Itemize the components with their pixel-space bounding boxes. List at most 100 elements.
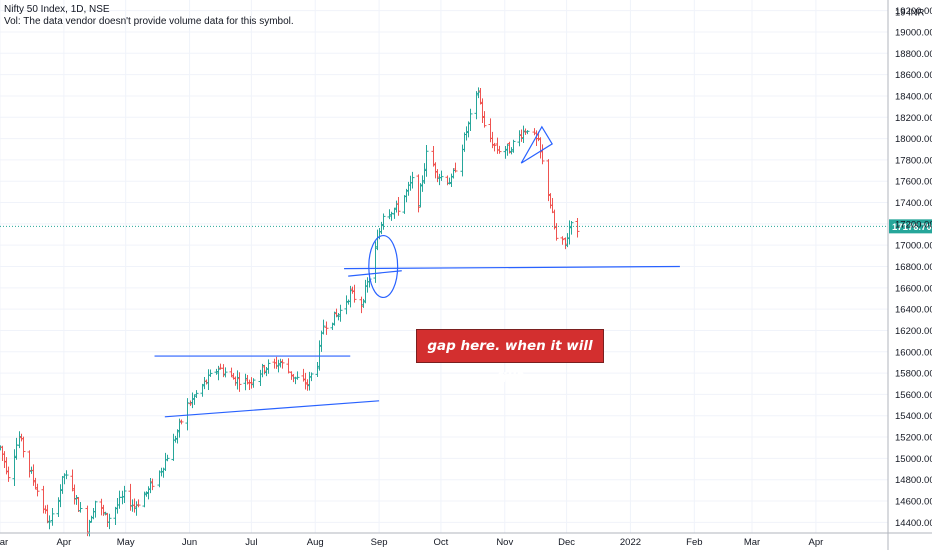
currency-label: INR	[908, 7, 925, 18]
gap-annotation[interactable]: gap here. when it will fill?	[416, 329, 604, 386]
price-tick-label: 14800.00	[895, 475, 932, 486]
price-tick-label: 17800.00	[895, 155, 932, 166]
price-tick-label: 15600.00	[895, 390, 932, 401]
ohlc-bar	[163, 452, 168, 472]
gap-short-line[interactable]	[348, 270, 402, 277]
ohlc-bar	[249, 377, 254, 389]
ohlc-bar	[406, 181, 411, 196]
ohlc-bar	[208, 369, 213, 377]
ohlc-bar	[4, 457, 9, 475]
ohlc-bar	[468, 108, 473, 131]
price-tick-label: 15400.00	[895, 411, 932, 422]
ohlc-bar	[274, 356, 279, 369]
ohlc-bar	[373, 241, 378, 283]
price-tick-label: 15800.00	[895, 369, 932, 380]
ohlc-bar	[416, 174, 421, 213]
ohlc-bar	[569, 220, 574, 235]
price-tick-label: 16000.00	[895, 347, 932, 358]
ohlc-bar	[120, 490, 125, 505]
ohlc-bar	[505, 143, 510, 156]
time-tick-label: Nov	[496, 537, 513, 548]
ohlc-bar	[276, 359, 281, 373]
ohlc-bar	[303, 372, 308, 390]
rising-support-line[interactable]	[164, 400, 380, 418]
ohlc-bar	[72, 484, 77, 505]
ohlc-bar	[12, 449, 17, 486]
time-tick-label: Mar	[744, 537, 760, 548]
ohlc-bar	[27, 450, 32, 478]
ohlc-bar	[315, 361, 320, 377]
price-tick-label: 17000.00	[895, 241, 932, 252]
ohlc-bar	[192, 394, 197, 405]
ohlc-bar	[431, 145, 436, 167]
ohlc-bar	[85, 505, 90, 537]
ohlc-bar	[21, 436, 26, 458]
ohlc-bar	[286, 358, 291, 374]
price-tick-label: 18200.00	[895, 113, 932, 124]
price-tick-label: 17400.00	[895, 198, 932, 209]
ohlc-bar	[171, 433, 176, 461]
ohlc-bar	[56, 497, 61, 518]
ohlc-bar	[148, 477, 153, 494]
gap-level-line[interactable]	[344, 265, 680, 270]
ohlc-bar	[511, 139, 516, 153]
price-tick-label: 19200.00	[895, 6, 932, 17]
ohlc-bar	[229, 367, 234, 378]
price-tick-label: 18600.00	[895, 70, 932, 81]
ohlc-bar	[117, 490, 122, 509]
ohlc-bar	[58, 484, 63, 508]
price-tick-label: 18400.00	[895, 91, 932, 102]
price-tick-label: 19000.00	[895, 27, 932, 38]
ohlc-bar	[344, 295, 349, 315]
time-tick-label: Jul	[245, 537, 257, 548]
ohlc-bar	[435, 169, 440, 183]
ohlc-bar	[309, 372, 314, 382]
ohlc-bar	[175, 429, 180, 444]
ohlc-bar	[78, 502, 83, 513]
symbol-title[interactable]: Nifty 50 Index, 1D, NSE	[4, 4, 110, 15]
ohlc-bar	[439, 170, 444, 181]
ohlc-bar	[554, 223, 559, 241]
ohlc-bar	[194, 390, 199, 399]
ohlc-bar	[476, 87, 481, 99]
time-tick-label: Apr	[56, 537, 71, 548]
price-tick-label: 17200.00	[895, 219, 932, 230]
gap-circle[interactable]	[368, 234, 399, 299]
ohlc-bar	[280, 359, 285, 369]
ohlc-bar	[233, 376, 238, 386]
drawings	[154, 125, 680, 418]
ohlc-bar	[521, 125, 526, 143]
ohlc-bar	[89, 515, 94, 523]
ohlc-bar	[91, 508, 96, 520]
ohlc-bar	[451, 168, 456, 179]
ohlc-bar	[204, 379, 209, 385]
ohlc-bar	[420, 175, 425, 192]
price-tick-label: 16600.00	[895, 283, 932, 294]
ohlc-bar	[546, 159, 551, 202]
ohlc-bar	[266, 359, 271, 374]
price-tick-label: 15200.00	[895, 433, 932, 444]
ohlc-bar	[6, 466, 11, 482]
ohlc-series	[0, 87, 580, 537]
ohlc-bar	[319, 330, 324, 352]
price-tick-label: 18800.00	[895, 49, 932, 60]
ohlc-bar	[575, 217, 580, 238]
ohlc-bar	[45, 504, 50, 524]
ohlc-bar	[525, 130, 530, 135]
price-axis[interactable]: 14400.00 14600.00 14800.00 15000.00 15200.00…	[887, 0, 932, 550]
ohlc-bar	[338, 304, 343, 322]
ohlc-bar	[223, 367, 228, 378]
ohlc-bar	[490, 131, 495, 149]
time-axis[interactable]: Mar Apr May Jun Jul Aug Sep Oct Nov Dec 2022 Feb Mar…	[0, 532, 932, 548]
ohlc-bar	[260, 363, 265, 378]
ohlc-bar	[128, 483, 133, 511]
last-price-label: 17176.70	[892, 222, 932, 233]
ohlc-bar	[307, 371, 312, 391]
ohlc-bar	[387, 209, 392, 220]
ohlc-bar	[258, 369, 263, 387]
pennant-triangle[interactable]	[520, 125, 553, 164]
ohlc-bar	[35, 483, 40, 497]
ohlc-bar	[402, 195, 407, 214]
